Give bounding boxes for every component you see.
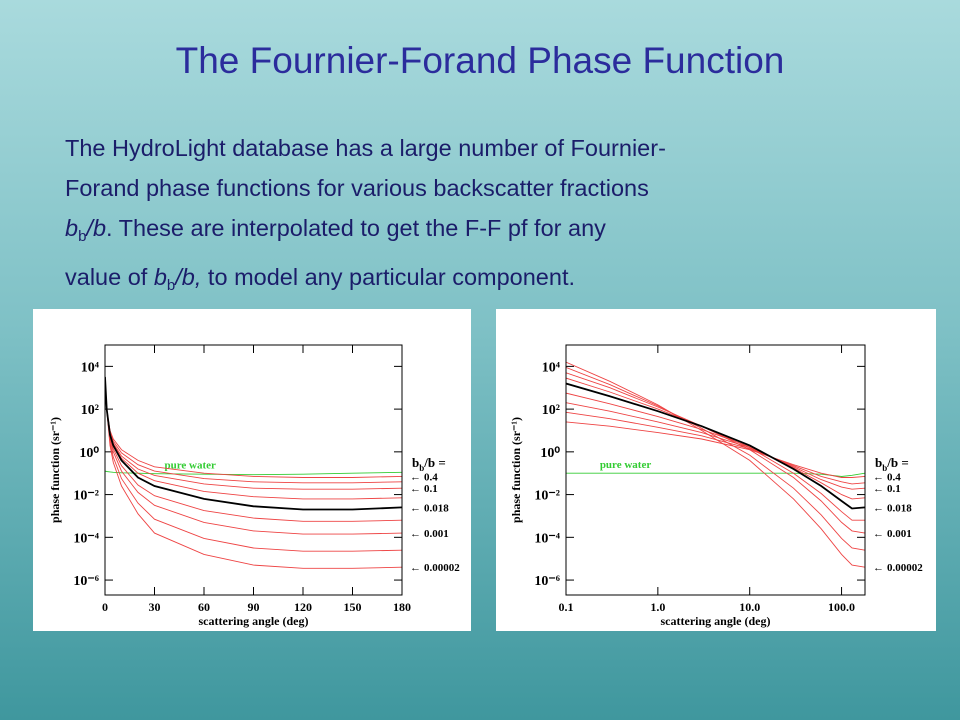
label-arrow: ←	[410, 483, 421, 495]
series-line	[566, 472, 865, 477]
text-line: Forand phase functions for various backs…	[65, 168, 935, 208]
x-axis-label: scattering angle (deg)	[199, 614, 309, 628]
chart-panel: 10⁻⁶ 10⁻⁴ 10⁻² 10⁰ 10² 10⁴ 0.1 1.0 10.0 100.0 pure…	[496, 309, 936, 631]
series-label: 0.1	[887, 483, 901, 495]
legend-title-part: /b =	[886, 455, 909, 470]
label-arrow: ←	[873, 483, 884, 495]
series-label: pure water	[600, 459, 652, 471]
x-tick-label: 120	[294, 600, 312, 614]
y-tick-label: 10⁰	[79, 446, 99, 461]
series-line	[566, 372, 865, 534]
series-line	[566, 382, 865, 510]
text-run: /b,	[175, 264, 202, 290]
series-line	[566, 361, 865, 568]
text-run: value of	[65, 264, 154, 290]
text-run: b	[65, 215, 79, 241]
x-tick-label: 10.0	[739, 600, 760, 614]
body-text: The HydroLight database has a large numb…	[65, 128, 935, 306]
series-label: 0.001	[424, 528, 449, 540]
y-tick-label: 10⁰	[540, 446, 560, 461]
series-label: pure water	[165, 460, 217, 472]
series-line	[105, 376, 402, 511]
text-run: b	[153, 264, 167, 290]
x-tick-label: 100.0	[828, 600, 855, 614]
series-line	[105, 376, 402, 569]
series-line	[105, 376, 402, 522]
y-tick-label: 10²	[542, 403, 560, 418]
x-tick-label: 1.0	[650, 600, 665, 614]
legend-title: bb/b =	[412, 455, 446, 473]
y-tick-label: 10⁴	[542, 360, 561, 375]
y-tick-label: 10²	[81, 403, 99, 418]
text-run: b	[166, 277, 176, 294]
series-line	[105, 376, 402, 484]
y-tick-label: 10⁻⁶	[73, 574, 99, 589]
series-label: 0.018	[887, 502, 912, 514]
label-arrow: ←	[410, 528, 421, 540]
x-tick-label: 0	[102, 600, 108, 614]
y-tick-label: 10⁻²	[73, 489, 99, 504]
text-run: b	[78, 228, 87, 245]
legend-title-part: /b =	[423, 455, 446, 470]
series-line	[105, 376, 402, 478]
chart: 10⁻⁶ 10⁻⁴ 10⁻² 10⁰ 10² 10⁴ 0.1 1.0 10.0 100.0 pure…	[509, 344, 923, 628]
y-axis-label: phase function (sr⁻¹)	[509, 417, 523, 523]
label-arrow: ←	[410, 471, 421, 483]
text-line: bb/b. These are interpolated to get the …	[65, 208, 935, 257]
text-run: . These are interpolated to get the F-F …	[106, 215, 606, 241]
series-label: 0.1	[424, 483, 438, 495]
series-label: 0.001	[887, 528, 912, 540]
plot-frame	[565, 344, 866, 596]
legend-title-part: b	[419, 463, 424, 473]
chart-panel: 10⁻⁶ 10⁻⁴ 10⁻² 10⁰ 10² 10⁴ 0 30 60 90 120 150 180 pur…	[33, 309, 471, 631]
x-tick-label: 60	[198, 600, 210, 614]
label-arrow: ←	[410, 502, 421, 514]
x-tick-label: 90	[248, 600, 260, 614]
series-line	[105, 376, 402, 500]
series-label: 0.00002	[887, 562, 923, 574]
series-line	[105, 376, 402, 490]
text-line: The HydroLight database has a large numb…	[65, 128, 935, 168]
text-run: Forand phase functions for various backs…	[65, 175, 649, 201]
series-label: 0.4	[887, 471, 901, 483]
y-tick-label: 10⁻⁴	[73, 531, 99, 546]
label-arrow: ←	[873, 528, 884, 540]
label-arrow: ←	[410, 562, 421, 574]
series-label: 0.018	[424, 502, 449, 514]
series-label: 0.4	[424, 471, 438, 483]
text-run: to model any particular component.	[201, 264, 575, 290]
legend-title: bb/b =	[875, 455, 909, 473]
y-axis-label: phase function (sr⁻¹)	[48, 417, 62, 523]
series-line	[105, 470, 402, 476]
text-run: /b	[86, 215, 107, 241]
series-line	[566, 377, 865, 521]
text-line: value of bb/b, to model any particular c…	[65, 257, 935, 306]
y-tick-label: 10⁻⁶	[534, 574, 560, 589]
legend-title-part: b	[412, 455, 419, 470]
label-arrow: ←	[873, 502, 884, 514]
chart: 10⁻⁶ 10⁻⁴ 10⁻² 10⁰ 10² 10⁴ 0 30 60 90 120 150 180 pur…	[48, 344, 460, 628]
plot-frame	[104, 344, 403, 596]
x-tick-label: 30	[149, 600, 161, 614]
series-label: 0.00002	[424, 562, 460, 574]
x-axis-label: scattering angle (deg)	[661, 614, 771, 628]
series-line	[566, 392, 865, 500]
series-line	[566, 366, 865, 551]
y-tick-label: 10⁻²	[534, 489, 560, 504]
y-tick-label: 10⁴	[81, 360, 100, 375]
legend-title-part: b	[882, 463, 887, 473]
label-arrow: ←	[873, 562, 884, 574]
x-tick-label: 150	[344, 600, 362, 614]
legend-title-part: b	[875, 455, 882, 470]
text-run: The HydroLight database has a large numb…	[65, 135, 666, 161]
slide-title: The Fournier-Forand Phase Function	[175, 40, 785, 81]
series-line	[105, 376, 402, 535]
x-tick-label: 0.1	[559, 600, 574, 614]
x-tick-label: 180	[393, 600, 411, 614]
y-tick-label: 10⁻⁴	[534, 531, 560, 546]
label-arrow: ←	[873, 471, 884, 483]
series-line	[105, 376, 402, 552]
